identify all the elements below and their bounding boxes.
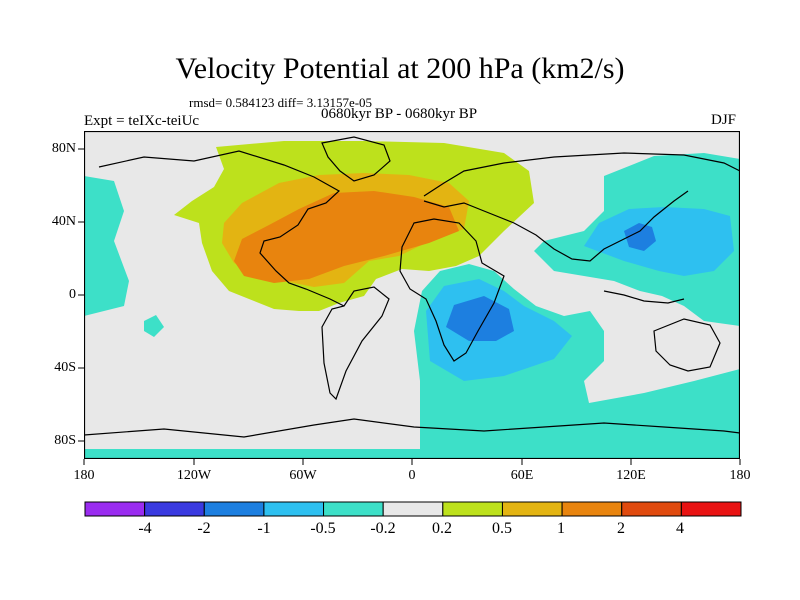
x-tick-120w: 120W — [176, 468, 212, 483]
colorbar-label: 0.5 — [492, 520, 512, 537]
colorbar-swatch — [263, 501, 325, 517]
colorbar-label: 2 — [617, 520, 625, 537]
contour-negative-islet — [144, 315, 164, 337]
contour-negative-indian — [84, 264, 740, 459]
stats-label: rmsd= 0.584123 diff= 3.13157e-05 — [189, 95, 373, 110]
colorbar-swatch — [621, 501, 682, 517]
map-plot — [84, 131, 740, 459]
x-tick-60e: 60E — [510, 468, 534, 483]
colorbar-swatch — [382, 501, 444, 517]
x-tick-60w: 60W — [289, 468, 317, 483]
colorbar-label: -0.5 — [310, 520, 336, 537]
x-tick-120e: 120E — [616, 468, 646, 483]
coast-greenland — [321, 136, 391, 182]
colorbar-swatch — [561, 501, 623, 517]
x-tick-0: 0 — [408, 468, 416, 483]
y-tick-0: 0 — [69, 287, 76, 302]
coast-south-america — [321, 286, 390, 401]
colorbar-swatch — [144, 501, 205, 517]
chart-title: Velocity Potential at 200 hPa (km2/s) — [175, 52, 625, 85]
period-label: 0680kyr BP - 0680kyr BP — [321, 106, 478, 122]
colorbar-label: -2 — [197, 520, 211, 537]
colorbar — [84, 501, 742, 517]
contour-negative-westpac — [84, 176, 129, 316]
experiment-label: Expt = teIXc-teiUc — [84, 113, 200, 129]
colorbar-swatch — [323, 501, 384, 517]
y-tick-80n: 80N — [51, 141, 76, 156]
coast-north-america — [98, 150, 345, 307]
coast-antarctica — [84, 418, 740, 438]
y-tick-40n: 40N — [51, 214, 76, 229]
y-tick-80s: 80S — [54, 433, 76, 448]
contour-positive-atlantic-3 — [234, 191, 459, 283]
contour-negative-pacific-3 — [624, 223, 656, 251]
season-label: DJF — [711, 112, 737, 128]
colorbar-swatch — [442, 501, 503, 517]
coast-indonesia — [603, 290, 685, 304]
coastlines — [84, 136, 740, 438]
colorbar-swatch — [501, 501, 563, 517]
y-tick-40s: 40S — [54, 360, 76, 375]
colorbar-swatch — [84, 501, 146, 517]
x-tick-180w: 180 — [73, 468, 95, 483]
colorbar-label: 1 — [557, 520, 565, 537]
colorbar-label: -4 — [138, 520, 152, 537]
colorbar-label: -0.2 — [370, 520, 396, 537]
colorbar-label: 4 — [676, 520, 684, 537]
colorbar-label: -1 — [257, 520, 271, 537]
plot-frame — [84, 131, 740, 459]
tick-marks — [78, 148, 741, 465]
colorbar-swatch — [203, 501, 265, 517]
contour-negative-pacific-2 — [584, 207, 734, 276]
x-tick-180e: 180 — [729, 468, 751, 483]
coast-australia — [653, 318, 721, 372]
colorbar-label: 0.2 — [432, 520, 452, 537]
coast-africa — [399, 218, 505, 362]
contour-negative-indian-3 — [446, 296, 514, 341]
colorbar-swatch — [680, 501, 742, 517]
coast-europe-asia — [423, 152, 740, 262]
